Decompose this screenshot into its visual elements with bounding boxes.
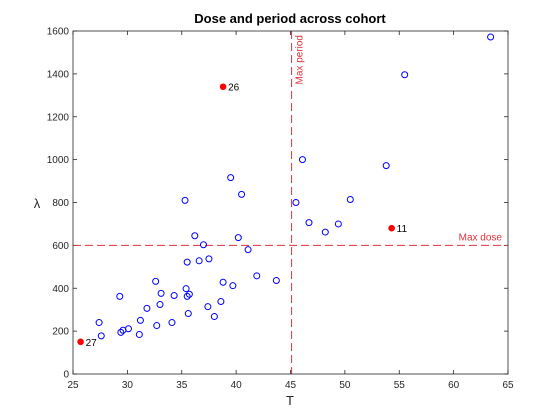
- x-axis-label: T: [286, 393, 294, 408]
- data-point: [157, 289, 165, 297]
- y-tick-label: 0: [63, 370, 69, 381]
- x-tick-label: 55: [394, 380, 406, 391]
- data-point: [305, 219, 313, 227]
- chart-title: Dose and period across cohort: [194, 11, 386, 26]
- data-point: [244, 246, 252, 254]
- x-tick-label: 35: [176, 380, 188, 391]
- data-point: [183, 258, 191, 266]
- data-point: [205, 255, 213, 263]
- plot-frame: [72, 30, 509, 375]
- data-point: [117, 328, 125, 336]
- y-tick-label: 1400: [47, 69, 70, 80]
- reference-lines: Max period Max dose: [73, 31, 508, 374]
- highlighted-point: [219, 83, 227, 91]
- data-point: [124, 325, 132, 333]
- x-tick-label: 30: [122, 380, 134, 391]
- y-axis-ticks: 0 200 400 600 800 1000 1200 1400 1600: [47, 27, 508, 381]
- highlighted-point: [77, 338, 84, 346]
- highlighted-point: [388, 224, 395, 232]
- data-point: [346, 195, 354, 203]
- data-point: [200, 241, 207, 249]
- data-point: [227, 174, 235, 182]
- y-axis-label: λ: [34, 196, 41, 211]
- data-point: [229, 282, 237, 290]
- data-point: [272, 277, 280, 285]
- max-dose-label: Max dose: [459, 232, 503, 243]
- y-tick-label: 1000: [47, 155, 70, 166]
- data-point: [181, 196, 189, 204]
- data-point: [184, 310, 192, 318]
- data-point: [334, 220, 342, 228]
- data-point: [182, 285, 190, 293]
- x-tick-label: 40: [231, 380, 243, 391]
- data-point: [191, 232, 199, 240]
- data-point: [136, 316, 144, 324]
- data-point: [116, 292, 124, 300]
- data-point: [238, 190, 246, 198]
- y-tick-label: 600: [52, 241, 69, 252]
- data-point: [219, 278, 227, 286]
- data-point: [183, 292, 191, 300]
- x-tick-label: 60: [448, 380, 460, 391]
- x-tick-label: 65: [502, 380, 514, 391]
- data-point: [97, 332, 105, 340]
- x-tick-label: 45: [285, 380, 297, 391]
- highlighted-point-label: 11: [397, 224, 408, 235]
- data-point: [234, 234, 242, 242]
- data-point: [217, 298, 225, 306]
- y-tick-label: 800: [52, 198, 69, 209]
- x-tick-label: 25: [67, 380, 79, 391]
- data-point: [204, 303, 212, 311]
- data-point: [401, 71, 409, 79]
- highlighted-markers: 26 11 27: [77, 83, 408, 349]
- data-point: [185, 290, 193, 298]
- y-tick-label: 1200: [47, 112, 70, 123]
- data-point: [95, 319, 103, 327]
- data-point: [253, 272, 261, 280]
- highlighted-point-label: 27: [86, 338, 98, 349]
- data-point: [143, 304, 151, 312]
- data-point: [170, 292, 178, 300]
- y-tick-label: 1600: [47, 27, 70, 38]
- data-markers: [95, 33, 495, 340]
- highlighted-point-label: 26: [228, 83, 240, 94]
- data-point: [487, 33, 495, 41]
- x-tick-label: 50: [339, 380, 351, 391]
- data-point: [292, 199, 300, 206]
- data-point: [298, 156, 306, 164]
- data-point: [321, 228, 329, 236]
- data-point: [195, 257, 203, 265]
- data-point: [152, 277, 160, 285]
- y-tick-label: 200: [52, 327, 69, 338]
- data-point: [382, 162, 390, 170]
- data-point: [153, 322, 161, 330]
- data-point: [135, 331, 143, 339]
- data-point: [210, 313, 218, 321]
- max-period-label: Max period: [295, 35, 306, 84]
- data-point: [168, 319, 176, 327]
- y-tick-label: 400: [52, 284, 69, 295]
- data-point: [156, 301, 164, 309]
